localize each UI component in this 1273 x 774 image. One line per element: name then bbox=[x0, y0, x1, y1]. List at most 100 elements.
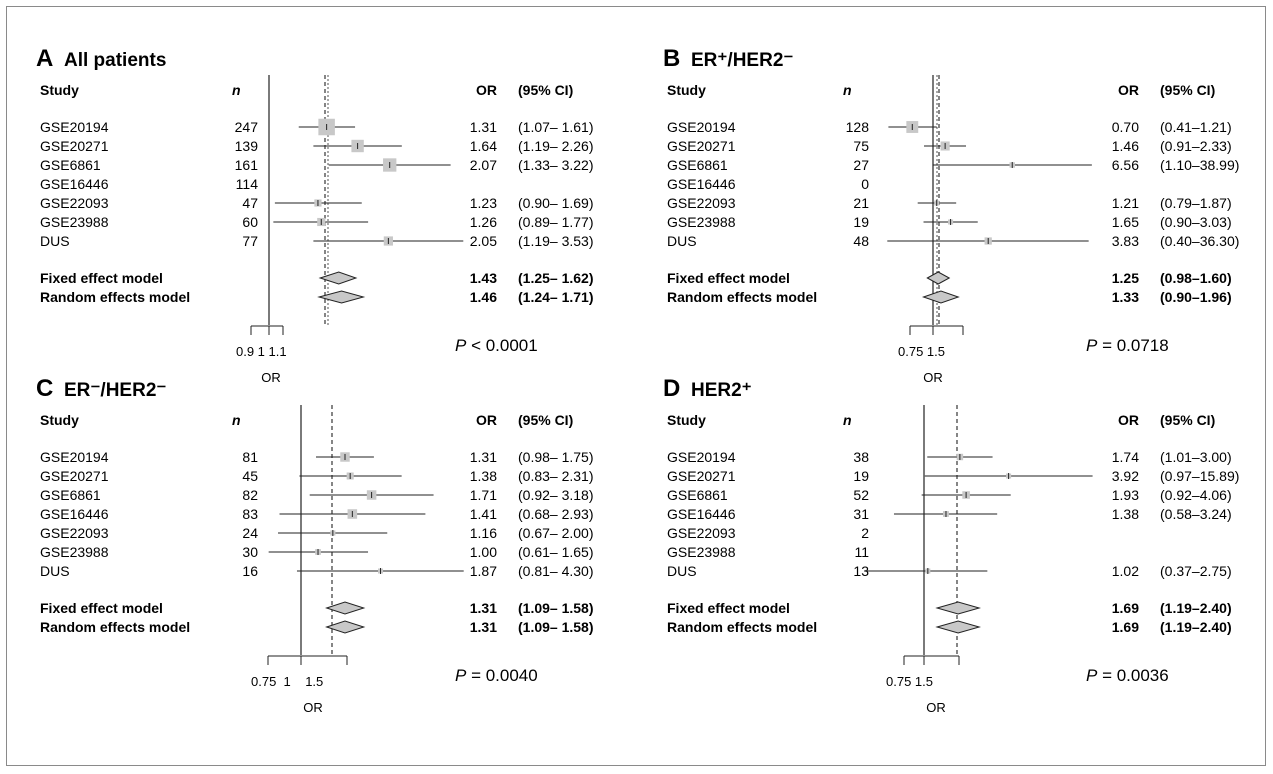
study-name: GSE16446 bbox=[667, 506, 736, 522]
study-n: 24 bbox=[242, 525, 258, 541]
study-or: 1.74 bbox=[1112, 449, 1139, 465]
fixed-model-diamond bbox=[926, 271, 951, 285]
study-n: 139 bbox=[235, 138, 259, 154]
random-model-or: 1.46 bbox=[470, 289, 497, 305]
study-or: 1.23 bbox=[470, 195, 497, 211]
panel-letter: A bbox=[36, 45, 53, 72]
study-name: DUS bbox=[40, 233, 70, 249]
study-name: GSE20194 bbox=[667, 119, 736, 135]
study-name: GSE6861 bbox=[40, 157, 101, 173]
random-model-diamond bbox=[935, 620, 982, 634]
panel-title: All patients bbox=[64, 50, 166, 71]
study-name: GSE22093 bbox=[667, 525, 736, 541]
study-name: GSE23988 bbox=[40, 214, 109, 230]
study-ci: (1.33– 3.22) bbox=[518, 157, 594, 173]
study-n: 21 bbox=[853, 195, 869, 211]
forest-panel-c: C ER⁻/HER2⁻ Study n OR (95% CI) GSE20194 81 1.31… bbox=[36, 375, 594, 715]
study-ci: (0.83– 2.31) bbox=[518, 468, 594, 484]
study-ci: (1.01–3.00) bbox=[1160, 449, 1232, 465]
study-or: 1.38 bbox=[470, 468, 497, 484]
forest-panel-a: A All patients Study n OR (95% CI) GSE20194 247… bbox=[36, 45, 594, 385]
study-or: 1.21 bbox=[1112, 195, 1139, 211]
x-axis-label: OR bbox=[923, 370, 943, 385]
study-or: 1.02 bbox=[1112, 563, 1139, 579]
fixed-model-diamond bbox=[935, 601, 982, 615]
study-or: 2.07 bbox=[470, 157, 497, 173]
p-value-text: < 0.0001 bbox=[466, 336, 537, 355]
study-name: GSE16446 bbox=[40, 506, 109, 522]
study-n: 19 bbox=[853, 468, 869, 484]
study-ci: (0.90–3.03) bbox=[1160, 214, 1232, 230]
study-or: 1.16 bbox=[470, 525, 497, 541]
x-axis-label: OR bbox=[261, 370, 281, 385]
study-name: GSE16446 bbox=[40, 176, 109, 192]
study-n: 81 bbox=[242, 449, 258, 465]
forest-panel-b: B ER⁺/HER2⁻ Study n OR (95% CI) GSE20194 128 0.7… bbox=[663, 45, 1239, 385]
study-name: GSE20271 bbox=[40, 138, 109, 154]
fixed-model-label: Fixed effect model bbox=[667, 600, 790, 616]
fixed-model-or: 1.43 bbox=[470, 270, 497, 286]
study-or: 1.93 bbox=[1112, 487, 1139, 503]
study-n: 31 bbox=[853, 506, 869, 522]
study-name: GSE23988 bbox=[667, 214, 736, 230]
header-n: n bbox=[843, 82, 852, 98]
study-n: 60 bbox=[242, 214, 258, 230]
fixed-model-label: Fixed effect model bbox=[40, 270, 163, 286]
study-ci: (0.67– 2.00) bbox=[518, 525, 594, 541]
study-ci: (0.68– 2.93) bbox=[518, 506, 594, 522]
study-n: 52 bbox=[853, 487, 869, 503]
study-name: DUS bbox=[40, 563, 70, 579]
study-or: 1.31 bbox=[470, 449, 497, 465]
study-name: GSE6861 bbox=[667, 157, 728, 173]
p-symbol: P bbox=[1086, 666, 1098, 685]
study-n: 77 bbox=[242, 233, 258, 249]
study-name: GSE22093 bbox=[40, 525, 109, 541]
fixed-model-or: 1.25 bbox=[1112, 270, 1139, 286]
p-value: P = 0.0036 bbox=[1086, 666, 1169, 685]
x-axis-label: OR bbox=[926, 700, 946, 715]
study-n: 11 bbox=[854, 544, 869, 560]
fixed-model-diamond bbox=[325, 601, 366, 615]
p-symbol: P bbox=[455, 336, 467, 355]
study-name: GSE22093 bbox=[40, 195, 109, 211]
study-or: 1.46 bbox=[1112, 138, 1139, 154]
random-model-or: 1.69 bbox=[1112, 619, 1139, 635]
fixed-model-ci: (1.19–2.40) bbox=[1160, 600, 1232, 616]
study-n: 2 bbox=[861, 525, 869, 541]
p-value-text: = 0.0036 bbox=[1097, 666, 1168, 685]
study-n: 82 bbox=[242, 487, 258, 503]
study-n: 19 bbox=[853, 214, 869, 230]
study-ci: (1.07– 1.61) bbox=[518, 119, 594, 135]
study-n: 48 bbox=[853, 233, 869, 249]
header-n: n bbox=[232, 82, 241, 98]
study-or: 1.65 bbox=[1112, 214, 1139, 230]
header-study: Study bbox=[667, 82, 706, 98]
study-ci: (0.97–15.89) bbox=[1160, 468, 1239, 484]
study-ci: (1.10–38.99) bbox=[1160, 157, 1239, 173]
study-n: 161 bbox=[235, 157, 259, 173]
x-tick-labels: 0.75 1.5 bbox=[898, 344, 945, 359]
header-n: n bbox=[232, 412, 241, 428]
p-value: P = 0.0718 bbox=[1086, 336, 1169, 355]
study-n: 30 bbox=[242, 544, 258, 560]
x-axis-label: OR bbox=[303, 700, 323, 715]
p-value: P = 0.0040 bbox=[455, 666, 538, 685]
study-name: GSE6861 bbox=[40, 487, 101, 503]
study-n: 114 bbox=[236, 176, 259, 192]
study-ci: (0.92–4.06) bbox=[1160, 487, 1232, 503]
study-or: 6.56 bbox=[1112, 157, 1139, 173]
study-name: GSE23988 bbox=[40, 544, 109, 560]
header-ci: (95% CI) bbox=[1160, 412, 1215, 428]
header-ci: (95% CI) bbox=[518, 412, 573, 428]
study-n: 75 bbox=[853, 138, 869, 154]
random-model-ci: (1.09– 1.58) bbox=[518, 619, 594, 635]
random-model-diamond bbox=[325, 620, 366, 634]
study-n: 247 bbox=[235, 119, 259, 135]
header-or: OR bbox=[1118, 82, 1139, 98]
figure-frame bbox=[6, 6, 1266, 766]
study-n: 27 bbox=[853, 157, 869, 173]
study-name: GSE20194 bbox=[40, 449, 109, 465]
p-symbol: P bbox=[1086, 336, 1098, 355]
header-ci: (95% CI) bbox=[518, 82, 573, 98]
study-name: GSE20271 bbox=[667, 138, 736, 154]
